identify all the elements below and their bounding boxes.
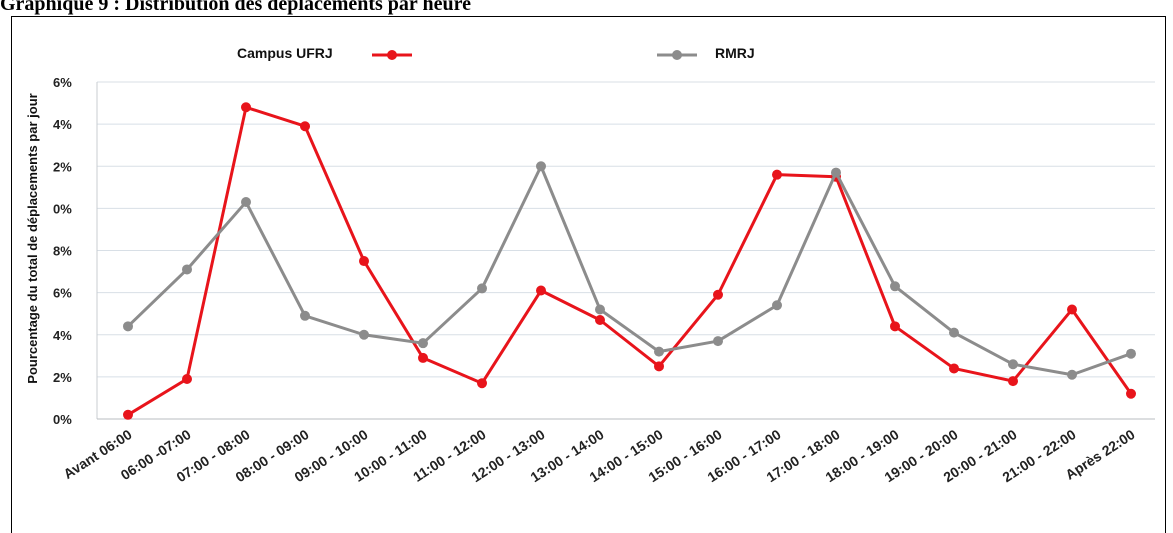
data-point: [536, 285, 546, 296]
y-tick-label: 4%: [53, 117, 72, 132]
y-axis-title: Pourcentage du total de déplacements par…: [25, 93, 40, 383]
y-tick-label: 2%: [53, 370, 72, 385]
data-point: [1008, 376, 1018, 387]
data-point: [713, 289, 723, 300]
legend-label: RMRJ: [715, 45, 755, 61]
chart-frame: [11, 16, 1166, 533]
data-point: [890, 281, 900, 292]
data-point: [654, 361, 664, 372]
data-point: [418, 352, 428, 363]
y-tick-label: 0%: [53, 201, 72, 216]
data-point: [1126, 388, 1136, 399]
y-tick-label: 0%: [53, 412, 72, 427]
data-point: [536, 161, 546, 172]
data-point: [1126, 348, 1136, 359]
series-line-campus-ufrj: [127, 105, 1133, 417]
data-point: [772, 169, 782, 180]
legend-marker: [387, 50, 397, 60]
data-point: [418, 338, 428, 349]
data-point: [300, 121, 310, 132]
legend-marker: [672, 50, 682, 60]
data-point: [949, 363, 959, 374]
data-point: [713, 336, 723, 347]
y-tick-label: 8%: [53, 244, 72, 259]
legend-label: Campus UFRJ: [237, 45, 333, 61]
data-point: [772, 300, 782, 311]
data-point: [300, 310, 310, 321]
data-point: [182, 373, 192, 384]
y-tick-label: 6%: [53, 286, 72, 301]
data-point: [1008, 359, 1018, 370]
data-point: [595, 315, 605, 326]
series-line-rmrj: [126, 164, 1132, 377]
data-point: [477, 378, 487, 389]
data-point: [123, 409, 133, 420]
data-point: [477, 283, 487, 294]
data-point: [359, 256, 369, 267]
data-point: [241, 102, 251, 113]
y-tick-label: 6%: [53, 75, 72, 90]
chart-title: Graphique 9 : Distribution des déplaceme…: [0, 0, 471, 15]
data-point: [890, 321, 900, 332]
data-point: [831, 167, 841, 178]
data-point: [654, 346, 664, 357]
y-tick-label: 2%: [53, 159, 72, 174]
data-point: [949, 327, 959, 338]
data-point: [359, 329, 369, 340]
y-tick-label: 4%: [53, 328, 72, 343]
data-point: [1067, 304, 1077, 315]
data-point: [1067, 369, 1077, 380]
data-point: [241, 197, 251, 208]
data-point: [123, 321, 133, 332]
data-point: [182, 264, 192, 275]
data-point: [595, 304, 605, 315]
